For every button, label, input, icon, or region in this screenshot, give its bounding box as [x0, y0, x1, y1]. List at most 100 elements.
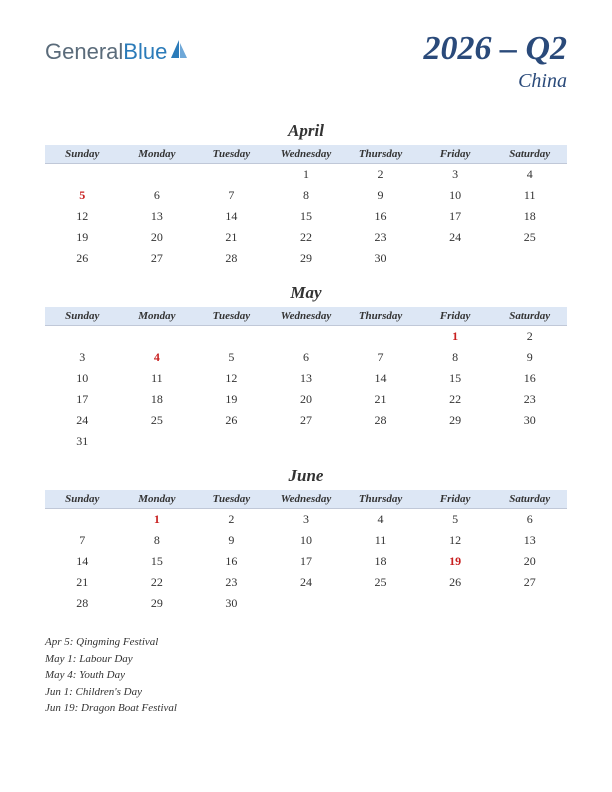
holiday-note: Jun 19: Dragon Boat Festival — [45, 700, 567, 717]
day-cell — [45, 164, 120, 186]
header: GeneralBlue 2026 – Q2 China — [45, 30, 567, 93]
day-cell: 12 — [418, 530, 493, 551]
day-header: Friday — [418, 490, 493, 509]
logo-text-general: General — [45, 39, 123, 65]
day-cell: 5 — [45, 185, 120, 206]
day-cell — [45, 509, 120, 531]
day-cell: 22 — [269, 227, 344, 248]
day-cell — [418, 431, 493, 452]
day-cell: 27 — [120, 248, 195, 269]
week-row: 1234 — [45, 164, 567, 186]
day-cell — [492, 593, 567, 614]
day-cell: 12 — [45, 206, 120, 227]
week-row: 31 — [45, 431, 567, 452]
day-cell: 29 — [269, 248, 344, 269]
day-cell: 17 — [45, 389, 120, 410]
day-cell: 16 — [343, 206, 418, 227]
week-row: 2627282930 — [45, 248, 567, 269]
day-cell: 23 — [343, 227, 418, 248]
day-cell: 4 — [492, 164, 567, 186]
day-cell: 28 — [45, 593, 120, 614]
day-header: Saturday — [492, 307, 567, 326]
day-header: Sunday — [45, 145, 120, 164]
holiday-note: Jun 1: Children's Day — [45, 684, 567, 701]
day-cell: 11 — [492, 185, 567, 206]
calendar-table: SundayMondayTuesdayWednesdayThursdayFrid… — [45, 490, 567, 614]
week-row: 12131415161718 — [45, 206, 567, 227]
day-cell: 14 — [194, 206, 269, 227]
day-header: Wednesday — [269, 307, 344, 326]
title-block: 2026 – Q2 China — [423, 30, 567, 93]
day-cell: 7 — [343, 347, 418, 368]
day-cell: 13 — [269, 368, 344, 389]
day-cell: 24 — [45, 410, 120, 431]
week-row: 24252627282930 — [45, 410, 567, 431]
day-cell: 18 — [343, 551, 418, 572]
day-header: Tuesday — [194, 145, 269, 164]
day-cell: 8 — [418, 347, 493, 368]
day-cell: 29 — [418, 410, 493, 431]
day-header: Thursday — [343, 145, 418, 164]
week-row: 3456789 — [45, 347, 567, 368]
week-row: 78910111213 — [45, 530, 567, 551]
day-header: Tuesday — [194, 490, 269, 509]
day-header: Wednesday — [269, 490, 344, 509]
day-cell: 2 — [343, 164, 418, 186]
day-cell: 20 — [492, 551, 567, 572]
day-cell: 5 — [418, 509, 493, 531]
day-cell: 21 — [45, 572, 120, 593]
day-header: Wednesday — [269, 145, 344, 164]
day-cell — [492, 248, 567, 269]
day-cell — [45, 326, 120, 348]
day-cell — [269, 593, 344, 614]
day-header: Saturday — [492, 490, 567, 509]
holiday-note: Apr 5: Qingming Festival — [45, 634, 567, 651]
day-cell: 16 — [492, 368, 567, 389]
day-header: Thursday — [343, 490, 418, 509]
day-cell — [418, 593, 493, 614]
month-block: AprilSundayMondayTuesdayWednesdayThursda… — [45, 121, 567, 269]
week-row: 123456 — [45, 509, 567, 531]
day-cell: 26 — [418, 572, 493, 593]
month-name: May — [45, 283, 567, 303]
day-cell — [194, 431, 269, 452]
day-header: Monday — [120, 490, 195, 509]
day-header: Sunday — [45, 307, 120, 326]
week-row: 17181920212223 — [45, 389, 567, 410]
week-row: 282930 — [45, 593, 567, 614]
day-cell: 10 — [45, 368, 120, 389]
day-cell: 26 — [194, 410, 269, 431]
day-cell: 3 — [45, 347, 120, 368]
day-cell — [120, 326, 195, 348]
day-cell: 28 — [194, 248, 269, 269]
day-cell: 26 — [45, 248, 120, 269]
day-cell: 14 — [343, 368, 418, 389]
calendar-table: SundayMondayTuesdayWednesdayThursdayFrid… — [45, 145, 567, 269]
day-cell — [343, 326, 418, 348]
week-row: 19202122232425 — [45, 227, 567, 248]
day-cell: 15 — [418, 368, 493, 389]
day-cell — [194, 326, 269, 348]
day-cell: 11 — [343, 530, 418, 551]
day-cell: 17 — [269, 551, 344, 572]
day-cell: 18 — [120, 389, 195, 410]
day-cell: 24 — [269, 572, 344, 593]
day-cell: 20 — [120, 227, 195, 248]
month-block: MaySundayMondayTuesdayWednesdayThursdayF… — [45, 283, 567, 452]
day-cell: 14 — [45, 551, 120, 572]
day-cell: 1 — [120, 509, 195, 531]
day-cell: 12 — [194, 368, 269, 389]
day-cell: 16 — [194, 551, 269, 572]
day-cell: 11 — [120, 368, 195, 389]
day-cell: 30 — [194, 593, 269, 614]
months-container: AprilSundayMondayTuesdayWednesdayThursda… — [45, 121, 567, 614]
day-cell — [194, 164, 269, 186]
day-cell — [269, 326, 344, 348]
day-cell — [120, 164, 195, 186]
week-row: 567891011 — [45, 185, 567, 206]
holiday-note: May 1: Labour Day — [45, 651, 567, 668]
day-cell: 19 — [45, 227, 120, 248]
day-cell: 8 — [269, 185, 344, 206]
day-cell: 6 — [492, 509, 567, 531]
day-cell: 29 — [120, 593, 195, 614]
